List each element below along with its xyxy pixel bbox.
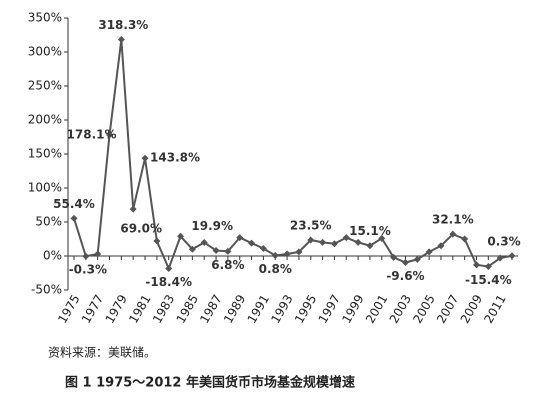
x-tick-label: 1997 (316, 292, 343, 325)
x-tick-label: 2011 (481, 292, 508, 325)
value-label: 19.9% (191, 219, 233, 233)
marker (413, 255, 421, 263)
marker (224, 247, 232, 255)
marker (295, 248, 303, 256)
marker (496, 254, 504, 262)
marker (472, 261, 480, 269)
y-tick-label: 100% (28, 181, 62, 195)
x-tick-label: 2007 (434, 292, 461, 325)
y-tick-label: 300% (28, 45, 62, 59)
marker (177, 232, 185, 240)
value-label: 0.3% (487, 234, 520, 248)
marker (366, 242, 374, 250)
x-tick-label: 1979 (103, 292, 130, 325)
value-label: -18.4% (145, 275, 192, 289)
marker (70, 214, 78, 222)
x-tick-label: 2009 (458, 292, 485, 325)
value-label: 69.0% (120, 222, 162, 236)
marker (283, 250, 291, 258)
x-tick-label: 1999 (339, 292, 366, 325)
value-label: 55.4% (53, 197, 95, 211)
x-tick-label: 1987 (197, 292, 224, 325)
y-tick-label: 200% (28, 113, 62, 127)
y-tick-label: 350% (28, 11, 62, 25)
marker (508, 252, 516, 260)
marker (236, 234, 244, 242)
value-label: 318.3% (98, 18, 148, 32)
x-tick-label: 2005 (410, 292, 437, 325)
value-label: 0.8% (259, 262, 292, 276)
marker (330, 240, 338, 248)
marker (153, 237, 161, 245)
marker (117, 36, 125, 44)
marker (401, 259, 409, 267)
chart-source: 资料来源：美联储。 (48, 345, 156, 360)
marker (248, 239, 256, 247)
marker (461, 235, 469, 243)
chart-title: 图 1 1975～2012 年美国货币市场基金规模增速 (65, 375, 355, 391)
marker (378, 234, 386, 242)
value-label: 23.5% (290, 219, 332, 233)
y-tick-label: 0% (43, 249, 62, 263)
x-tick-label: 2001 (363, 292, 390, 325)
marker (94, 250, 102, 258)
value-label: -15.4% (465, 273, 512, 287)
value-label: 32.1% (432, 213, 474, 227)
value-label: 178.1% (67, 127, 117, 141)
marker (106, 131, 114, 139)
marker (354, 238, 362, 246)
marker (165, 265, 173, 273)
marker (212, 247, 220, 255)
marker (82, 252, 90, 260)
x-tick-label: 1995 (292, 292, 319, 325)
marker (129, 205, 137, 213)
x-tick-label: 1983 (150, 292, 177, 325)
value-label: 6.8% (211, 258, 244, 272)
x-tick-label: 2003 (387, 292, 414, 325)
marker (271, 251, 279, 259)
marker (437, 242, 445, 250)
y-tick-label: 250% (28, 79, 62, 93)
marker (449, 230, 457, 238)
y-tick-label: 150% (28, 147, 62, 161)
marker (390, 253, 398, 261)
y-tick-label: 50% (35, 215, 62, 229)
marker (200, 238, 208, 246)
x-tick-label: 1993 (268, 292, 295, 325)
marker (307, 236, 315, 244)
x-tick-label: 1975 (55, 292, 82, 325)
x-tick-label: 1981 (126, 292, 153, 325)
x-tick-label: 1977 (79, 292, 106, 325)
value-label: 15.1% (349, 224, 391, 238)
marker (259, 245, 267, 253)
marker (342, 234, 350, 242)
value-label: 143.8% (150, 151, 200, 165)
x-tick-label: 1991 (245, 292, 272, 325)
x-tick-label: 1985 (174, 292, 201, 325)
marker (319, 238, 327, 246)
y-tick-label: -50% (31, 283, 62, 297)
marker (484, 262, 492, 270)
value-label: -9.6% (386, 269, 424, 283)
marker (188, 245, 196, 253)
value-label: -0.3% (69, 263, 107, 277)
marker (141, 154, 149, 162)
x-tick-label: 1989 (221, 292, 248, 325)
marker (425, 248, 433, 256)
